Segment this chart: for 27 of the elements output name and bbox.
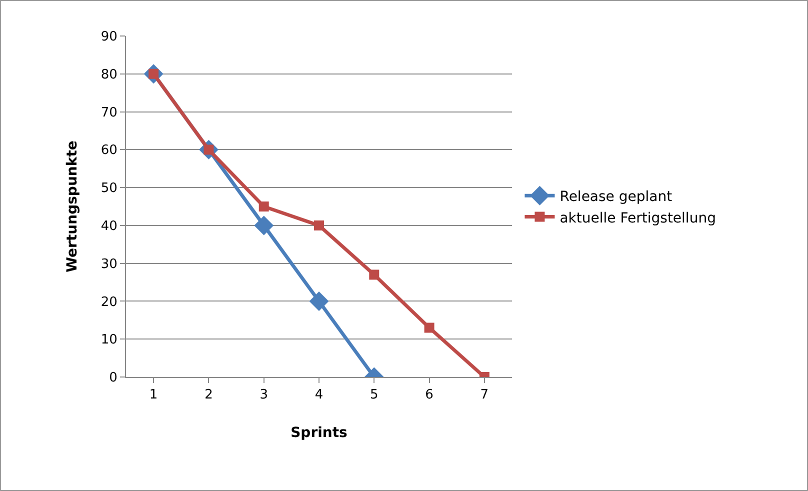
x-tick-label: 3 <box>260 388 268 403</box>
y-tick-label: 30 <box>100 256 118 272</box>
x-tick-label: 4 <box>314 388 324 403</box>
x-axis-title: Sprints <box>290 424 348 441</box>
y-tick-label: 40 <box>100 218 118 234</box>
y-tick-label: 80 <box>100 67 118 82</box>
x-tick-label: 2 <box>204 388 213 403</box>
legend-label: aktuelle Fertigstellung <box>560 210 716 226</box>
y-tick-label: 90 <box>100 30 118 45</box>
y-tick-label: 20 <box>100 294 118 310</box>
x-tick-label: 5 <box>370 388 378 403</box>
x-tick-label: 1 <box>149 388 158 403</box>
point <box>254 216 274 236</box>
point <box>424 322 434 333</box>
x-tick-label: 7 <box>480 388 489 403</box>
y-tick-label: 60 <box>100 143 118 158</box>
y-axis-title: Wertungspunkte <box>64 140 80 272</box>
legend-label: Release geplant <box>560 189 673 206</box>
point <box>309 291 329 311</box>
point <box>314 220 324 230</box>
point <box>369 270 380 280</box>
x-tick-label: 6 <box>425 388 434 403</box>
y-tick-label: 10 <box>100 332 118 348</box>
y-tick-label: 0 <box>109 370 118 386</box>
point <box>258 202 269 212</box>
y-tick-label: 50 <box>100 181 118 196</box>
y-tick-label: 70 <box>100 105 118 120</box>
